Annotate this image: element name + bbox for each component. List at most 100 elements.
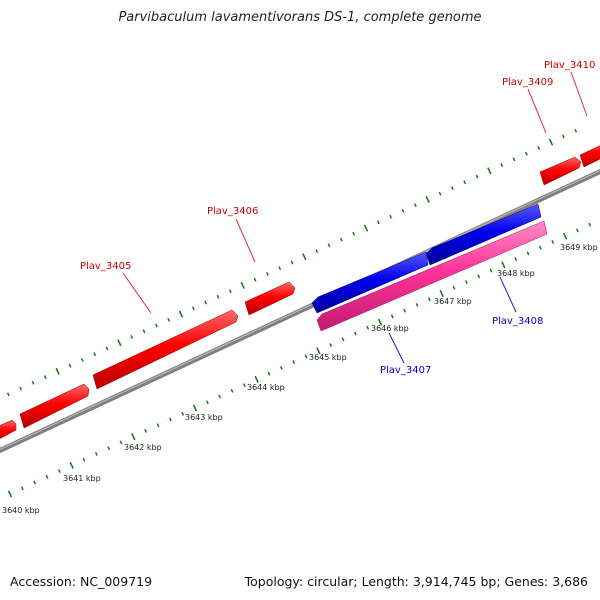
- inner-track-tick: [205, 400, 209, 405]
- outer-track-tick: [216, 294, 220, 299]
- accession-text: Accession: NC_009719: [10, 574, 153, 589]
- leader-line-plav-3406: [235, 218, 256, 263]
- inner-track-tick: [403, 308, 407, 313]
- gene-arrow-plav-3406[interactable]: [244, 281, 296, 316]
- gene-arrow-plav-3409[interactable]: [539, 156, 582, 186]
- outer-track-tick: [68, 363, 72, 368]
- inner-track-tick: [390, 314, 394, 319]
- outer-track-tick: [561, 134, 565, 139]
- inner-track-tick: [538, 245, 542, 250]
- scale-label-3644: 3644 kbp: [247, 383, 285, 392]
- inner-track-tick: [551, 239, 555, 244]
- inner-track-tick: [192, 404, 198, 412]
- genome-summary-text: Topology: circular; Length: 3,914,745 bp…: [244, 574, 588, 589]
- outer-track-tick: [352, 231, 356, 236]
- gene-arrow-unlabeled[interactable]: [19, 383, 90, 429]
- inner-track-tick: [526, 251, 530, 256]
- scale-label-3649: 3649 kbp: [560, 243, 598, 252]
- gene-arrow-plav-3410[interactable]: [579, 141, 600, 168]
- outer-track-tick: [413, 203, 417, 208]
- outer-track-tick: [105, 346, 109, 351]
- outer-track-tick: [6, 392, 10, 397]
- outer-track-tick: [512, 157, 516, 162]
- inner-track-tick: [69, 461, 74, 469]
- outer-track-tick: [191, 306, 195, 311]
- outer-track-tick: [204, 300, 208, 305]
- scale-labels: 3640 kbp 3641 kbp 3642 kbp 3643 kbp 3644…: [2, 243, 598, 515]
- inner-track-tick: [514, 257, 518, 262]
- outer-track-tick: [389, 214, 393, 219]
- gene-label-plav-3407[interactable]: Plav_3407: [380, 365, 431, 376]
- gene-label-plav-3410[interactable]: Plav_3410: [544, 60, 595, 71]
- inner-track-tick: [94, 451, 98, 456]
- inner-track-tick: [254, 375, 259, 383]
- outer-track-tick: [363, 224, 369, 232]
- outer-track-tick: [117, 339, 122, 347]
- inner-track-tick: [279, 366, 283, 370]
- outer-track-tick: [450, 186, 454, 190]
- gene-label-plav-3406[interactable]: Plav_3406: [207, 206, 258, 217]
- leader-line-plav-3408: [499, 276, 517, 313]
- gene-label-plav-3409[interactable]: Plav_3409: [502, 77, 553, 88]
- scale-label-3642: 3642 kbp: [124, 443, 162, 452]
- gene-arrow-left-partial[interactable]: [0, 419, 17, 444]
- outer-track-tick: [548, 138, 554, 146]
- outer-track-tick: [19, 386, 23, 391]
- outer-track-tick: [339, 237, 343, 242]
- inner-track-tick: [57, 469, 61, 474]
- outer-track-tick: [290, 260, 294, 265]
- inner-track-tick: [452, 285, 456, 290]
- outer-track-tick: [327, 243, 331, 248]
- inner-track-tick: [20, 486, 24, 491]
- outer-track-tick: [278, 266, 282, 271]
- gene-arrow-plav-3407[interactable]: [311, 251, 429, 314]
- inner-track-tick: [181, 411, 185, 416]
- inner-track-tick: [119, 440, 123, 445]
- inner-track-tick: [464, 280, 468, 284]
- genome-backbone: [0, 168, 600, 454]
- outer-track-tick: [253, 277, 257, 282]
- outer-track-tick: [438, 191, 442, 196]
- inner-track-tick: [144, 429, 148, 433]
- outer-track-tick: [524, 151, 528, 156]
- inner-track-tick: [489, 268, 493, 273]
- inner-track-tick: [575, 228, 579, 233]
- outer-track-tick: [265, 272, 269, 276]
- gene-label-plav-3408[interactable]: Plav_3408: [492, 316, 543, 327]
- outer-track-tick: [500, 163, 504, 168]
- scale-label-3647: 3647 kbp: [434, 297, 472, 306]
- outer-track-tick: [31, 380, 35, 385]
- outer-track-tick: [574, 128, 578, 133]
- scale-label-3646: 3646 kbp: [371, 324, 409, 333]
- leader-line-plav-3407: [388, 332, 405, 364]
- inner-track-tick: [7, 490, 13, 498]
- gene-arrow-plav-3408[interactable]: [316, 220, 548, 332]
- outer-track-tick: [487, 167, 492, 175]
- inner-track-tick: [427, 297, 431, 302]
- inner-track-tick: [477, 274, 481, 279]
- outer-track-tick: [167, 317, 171, 322]
- inner-track-tick: [82, 457, 86, 462]
- outer-track-tick: [93, 352, 97, 357]
- inner-track-tick: [415, 302, 419, 307]
- outer-track-tick: [178, 310, 184, 318]
- forward-genes: [0, 141, 600, 444]
- inner-track-tick: [439, 289, 444, 297]
- inner-track-tick: [304, 354, 308, 359]
- inner-track-tick: [168, 417, 172, 422]
- outer-track-tick: [55, 367, 60, 375]
- outer-track-tick: [376, 220, 380, 225]
- inner-track-tick: [366, 325, 370, 330]
- scale-label-3648: 3648 kbp: [497, 269, 535, 278]
- gene-label-plav-3405[interactable]: Plav_3405: [80, 261, 131, 272]
- genome-title: Parvibaculum lavamentivorans DS-1, compl…: [118, 10, 482, 25]
- inner-track-tick: [230, 388, 234, 393]
- inner-track-tick: [33, 480, 37, 485]
- gene-arrow-plav-3408-blue[interactable]: [425, 203, 542, 266]
- gene-arrow-plav-3405[interactable]: [92, 309, 239, 390]
- inner-track-tick: [156, 423, 160, 428]
- leader-line-plav-3409: [527, 88, 547, 134]
- inner-track-tick: [107, 446, 111, 451]
